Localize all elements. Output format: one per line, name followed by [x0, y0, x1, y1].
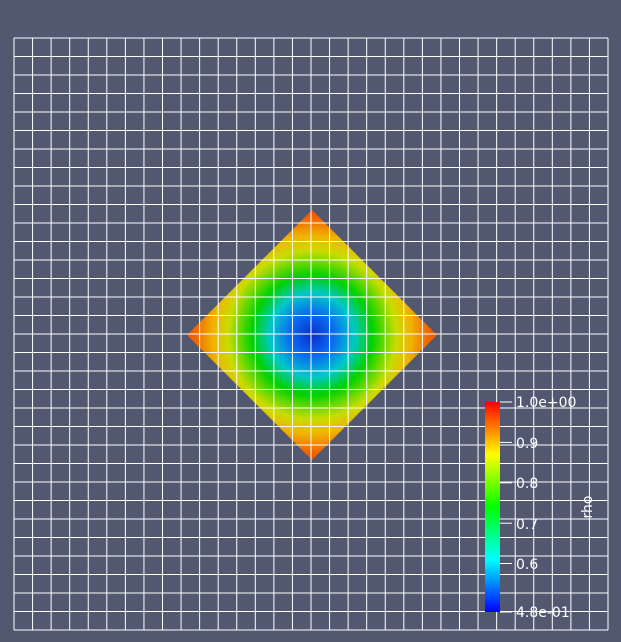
- scalar-bar: 1.0e+00 0.9 0.8 0.7 0.6 4.8e-01 rho: [485, 395, 596, 621]
- scalar-bar-label-0-6: 0.6: [516, 557, 538, 573]
- scalar-bar-title: rho: [580, 496, 596, 519]
- scalar-bar-label-0-9: 0.9: [516, 436, 538, 452]
- scalar-bar-label-min: 4.8e-01: [516, 605, 570, 621]
- scalar-bar-label-0-7: 0.7: [516, 517, 538, 533]
- scalar-bar-gradient: [485, 402, 500, 612]
- rho-diamond-field: [187, 210, 437, 460]
- scalar-bar-ticks: [500, 401, 512, 613]
- scalar-bar-label-max: 1.0e+00: [516, 395, 576, 411]
- mesh-grid: [13, 37, 609, 631]
- scalar-bar-label-0-8: 0.8: [516, 476, 538, 492]
